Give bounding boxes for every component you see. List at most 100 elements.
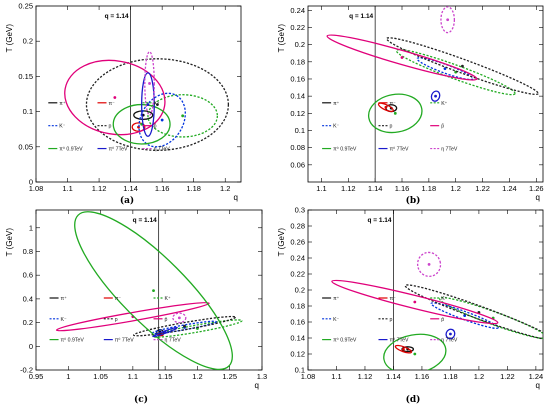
- legend-entry: π⁰ 0.9TeV: [333, 147, 357, 153]
- y-axis-label: T (GeV): [277, 228, 286, 257]
- legend-entry: η 7TeV: [441, 147, 458, 153]
- best-fit-point: [146, 103, 150, 106]
- legend-entry: π⁺: [59, 101, 66, 107]
- legend-entry: p: [109, 124, 112, 130]
- x-tick-label: 1.1: [331, 372, 341, 381]
- best-fit-point: [177, 316, 181, 320]
- q-reference-label: q = 1.14: [367, 217, 391, 224]
- best-fit-point: [113, 96, 117, 99]
- panel-label: (c): [134, 394, 148, 405]
- legend-entry: π⁰ 7TeV: [115, 338, 134, 344]
- y-tick-label: 1: [29, 223, 33, 232]
- y-tick-label: 0.2: [295, 40, 305, 49]
- x-tick-label: 1.14: [368, 184, 383, 193]
- panel-1: 1.08 1.1 1.12 1.14 1.16 1.18 1.2 0 0.05 0.1 0.15 0.…: [5, 2, 242, 206]
- y-tick-label: 0.28: [290, 222, 305, 231]
- x-tick-label: 1.16: [415, 372, 430, 381]
- best-fit-point: [156, 103, 159, 106]
- ellipse-6: [74, 211, 233, 370]
- best-fit-point: [461, 64, 464, 68]
- plot-frame: [35, 5, 242, 183]
- x-tick-label: 1.1: [128, 372, 138, 381]
- legend-entry: π⁻: [115, 296, 122, 302]
- y-axis-label: T (GeV): [5, 24, 14, 53]
- y-tick-label: 0.1: [23, 107, 33, 116]
- ellipse-7: [141, 72, 155, 137]
- best-fit-point: [163, 330, 167, 334]
- x-tick-label: 1.2: [220, 184, 230, 193]
- legend-entry: π⁺: [333, 101, 340, 107]
- best-fit-point: [449, 332, 452, 336]
- x-tick-label: 1.18: [186, 184, 201, 193]
- x-tick-label: 1.1: [62, 184, 72, 193]
- legend-entry: K⁺: [441, 101, 447, 107]
- ellipse-7: [430, 90, 441, 102]
- legend-entry: η 7TeV: [441, 338, 458, 344]
- ellipse-layer: [331, 251, 543, 370]
- best-fit-point: [384, 105, 388, 109]
- ellipse-5: [55, 301, 210, 332]
- legend: π⁺ π⁻ K⁺ K⁻ p p̄ π⁰ 0.9TeV π⁰ 7TeV η 7TeV: [48, 101, 170, 153]
- x-tick-label: 1.24: [529, 372, 544, 381]
- y-tick-label: 0.08: [290, 143, 305, 152]
- best-fit-point: [181, 114, 185, 118]
- y-tick-label: 0.1: [295, 366, 305, 375]
- ellipse-6: [367, 93, 423, 134]
- x-axis-label: q: [255, 381, 259, 390]
- ellipse-4: [85, 58, 230, 151]
- ellipse-layer: [326, 6, 539, 134]
- legend-entry: π⁰ 7TeV: [109, 147, 128, 153]
- x-tick-label: 1.26: [529, 184, 544, 193]
- legend-entry: K⁺: [154, 101, 160, 107]
- legend-entry: η 7TeV: [154, 147, 171, 153]
- legend-entry: p: [390, 317, 393, 323]
- y-tick-label: 0.1: [295, 126, 305, 135]
- legend-entry: π⁺: [61, 296, 68, 302]
- y-tick-label: 0.25: [18, 2, 33, 11]
- ellipse-2: [147, 94, 218, 138]
- x-tick-label: 1.2: [474, 372, 484, 381]
- x-tick-label: 1.08: [301, 372, 316, 381]
- ellipse-2: [395, 48, 516, 96]
- ellipse-4: [132, 315, 237, 337]
- x-tick-label: 1.18: [443, 372, 458, 381]
- best-fit-point: [427, 263, 431, 266]
- x-tick-label: 1.15: [158, 372, 173, 381]
- best-fit-point: [160, 118, 164, 122]
- legend-entry: p̄: [165, 317, 168, 323]
- panel-3: 0.95 1 1.05 1.1 1.15 1.2 1.25 1.3 -0.2 0 0.2 0.4 0.6…: [5, 209, 267, 405]
- ellipse-3: [416, 57, 474, 81]
- ellipse-1: [377, 102, 394, 113]
- ellipse-8: [172, 312, 187, 324]
- ellipse-1: [131, 122, 146, 132]
- y-tick-label: 0.14: [290, 92, 305, 101]
- y-axis-label: T (GeV): [277, 24, 286, 53]
- legend-entry: π⁺: [333, 296, 340, 302]
- x-axis-label: q: [234, 193, 238, 202]
- legend-entry: p̄: [154, 124, 157, 130]
- y-tick-label: 0.14: [290, 334, 305, 343]
- ellipse-0: [401, 346, 415, 353]
- x-tick-label: 1.08: [29, 184, 44, 193]
- legend-entry: π⁰ 0.9TeV: [61, 338, 85, 344]
- plot-frame: [307, 209, 544, 371]
- x-tick-label: 1.14: [386, 372, 401, 381]
- x-tick-label: 1.16: [155, 184, 170, 193]
- y-tick-label: 0.16: [290, 74, 305, 83]
- x-tick-label: 1.2: [192, 372, 202, 381]
- legend-entry: π⁰ 7TeV: [390, 147, 409, 153]
- y-tick-label: 0.26: [290, 238, 305, 247]
- ellipse-5: [64, 59, 166, 136]
- y-tick-label: 0.18: [290, 57, 305, 66]
- ellipse-7: [445, 328, 456, 340]
- legend-entry: π⁻: [390, 296, 397, 302]
- y-axis-label: T (GeV): [5, 228, 14, 257]
- y-tick-label: 0.2: [23, 318, 33, 327]
- y-tick-label: 0: [29, 342, 33, 351]
- legend-entry: π⁻: [109, 101, 116, 107]
- legend-entry: p: [390, 124, 393, 130]
- x-tick-label: 1.18: [422, 184, 437, 193]
- best-fit-point: [402, 347, 405, 351]
- legend-entry: p̄: [441, 124, 444, 130]
- x-tick-label: 1.14: [123, 184, 138, 193]
